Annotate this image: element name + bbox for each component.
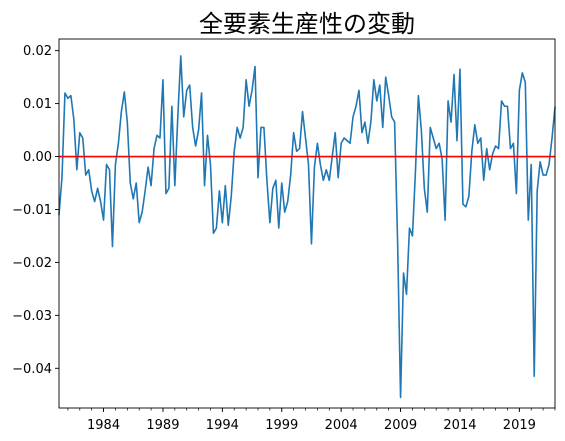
plot-area: 0.02 0.01 0.00 −0.01 −0.02 −0.03 −0.04 1984 1989… [12, 38, 556, 433]
x-tick-label: 1994 [206, 418, 239, 433]
x-tick-label: 1989 [146, 418, 179, 433]
y-tick-label: 0.00 [23, 150, 52, 165]
x-tick-label: 1999 [265, 418, 298, 433]
y-tick-label: −0.02 [12, 256, 52, 271]
x-tick-label: 2009 [384, 418, 417, 433]
x-tick-label: 2019 [503, 418, 536, 433]
chart-title: 全要素生産性の変動 [199, 10, 415, 38]
x-tick-label: 2004 [325, 418, 358, 433]
y-tick-label: −0.04 [12, 362, 52, 377]
y-tick-label: 0.02 [23, 44, 52, 59]
x-tick-label: 2014 [443, 418, 476, 433]
y-tick-label: 0.01 [23, 97, 52, 112]
y-tick-label: −0.03 [12, 309, 52, 324]
series-line [58, 55, 556, 399]
plot-frame [58, 38, 556, 409]
y-tick-label: −0.01 [12, 203, 52, 218]
x-tick-label: 1984 [87, 418, 120, 433]
